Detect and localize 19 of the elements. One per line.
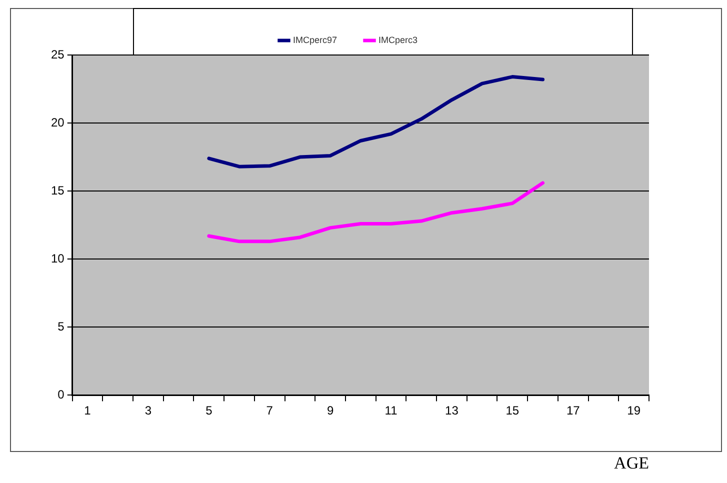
x-tick-label: 13 (445, 404, 459, 418)
x-tick-label: 3 (144, 404, 152, 418)
legend-label: IMCperc97 (292, 34, 338, 45)
x-tick-label: 11 (384, 404, 398, 418)
x-tick-label: 5 (206, 404, 213, 418)
x-tick-label: 1 (84, 404, 92, 418)
y-tick-label: 5 (58, 319, 65, 334)
x-axis-title: AGE (614, 453, 649, 472)
y-tick-label: 0 (58, 388, 65, 402)
x-tick-label: 15 (506, 404, 520, 418)
y-tick-label: 15 (50, 183, 65, 198)
legend-label: IMCperc3 (378, 34, 418, 45)
y-tick-label: 10 (50, 251, 65, 266)
y-tick-label: 25 (50, 47, 65, 62)
x-tick-label: 7 (266, 404, 274, 418)
x-tick-label: 9 (326, 404, 334, 418)
x-tick-label: 17 (566, 404, 580, 418)
y-tick-label: 20 (50, 115, 65, 130)
x-tick-label: 19 (627, 404, 641, 418)
